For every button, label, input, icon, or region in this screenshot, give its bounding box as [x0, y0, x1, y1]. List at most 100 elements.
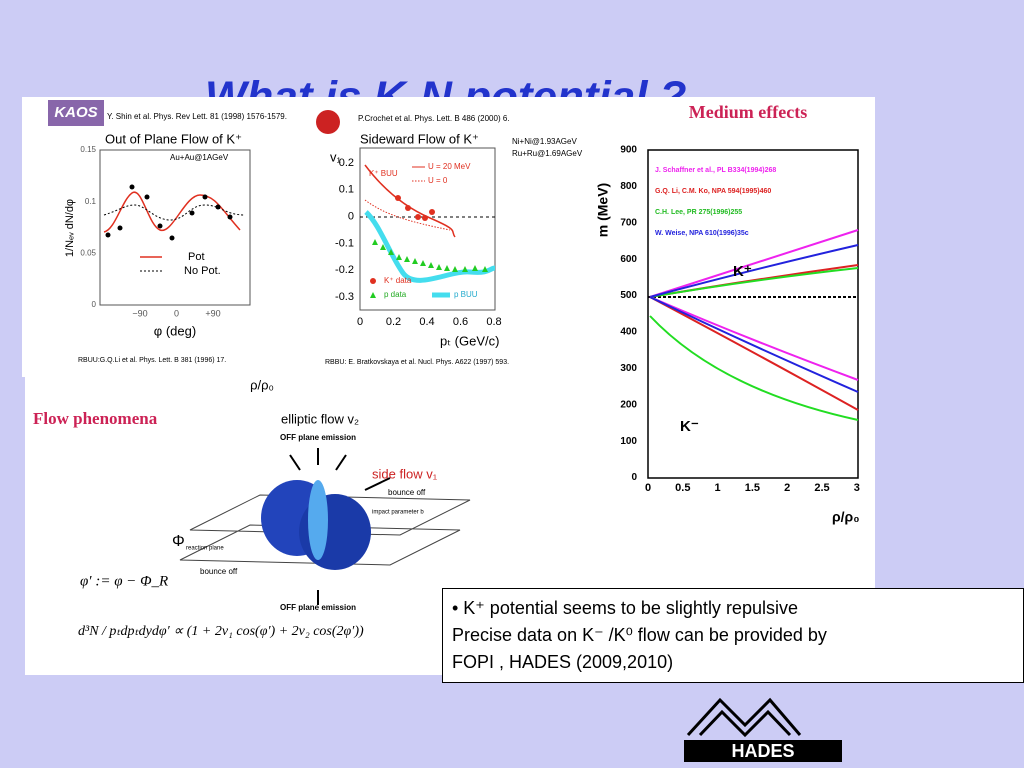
label: impact parameter b	[372, 510, 424, 516]
label: OFF plane emission	[280, 603, 356, 612]
y-label: v₁	[330, 149, 342, 164]
logo-text: KAOS	[54, 104, 97, 121]
formula: φ′ := φ − Φ_R	[80, 573, 168, 589]
tick-label: 900	[620, 145, 637, 156]
y-label: 1/Nₑᵥ dN/dφ	[64, 199, 76, 257]
legend: K⁺ data	[384, 276, 412, 285]
tick-label: 1	[715, 482, 721, 494]
text-box	[442, 588, 1024, 683]
tick-label: +90	[205, 308, 220, 318]
tick-label: 3	[854, 482, 860, 494]
curves	[649, 229, 859, 421]
x-label: ρ/ρ₀	[250, 377, 274, 392]
tick-label: -0.3	[335, 291, 354, 303]
label: bounce off	[200, 567, 238, 576]
tick-label: 400	[620, 327, 637, 338]
ticks: 0.150.10.050−90 0 +900.20.10-0.1-0.2-0.30 0…	[80, 145, 859, 494]
tick-label: -0.1	[335, 237, 354, 249]
y-label: m (MeV)	[595, 183, 611, 237]
panel	[22, 97, 600, 377]
curve-label: K⁺	[733, 263, 752, 280]
legend: J. Schaffner et al., PL B334(1994)268	[655, 167, 776, 174]
curve-label: K⁻	[680, 418, 699, 435]
tick-label: 0.5	[675, 482, 690, 494]
label: elliptic flow v₂	[281, 411, 359, 426]
fireball	[308, 480, 328, 560]
legend-marker	[370, 292, 376, 298]
tick-label: 100	[620, 436, 637, 447]
tick-label: 0	[645, 482, 651, 494]
legend: W. Weise, NPA 610(1996)35c	[655, 230, 749, 237]
tick-label: 800	[620, 181, 637, 192]
tick-label: 2.5	[814, 482, 829, 494]
legend-marker	[370, 278, 376, 284]
legend: p BUU	[454, 290, 478, 299]
system: Ru+Ru@1.69AGeV	[512, 149, 583, 158]
tick-label: 0	[357, 316, 363, 328]
curve	[364, 199, 451, 231]
tick-label: 0.1	[85, 197, 97, 206]
label: Φ	[172, 533, 185, 550]
system: Ni+Ni@1.93AGeV	[512, 137, 577, 146]
tick-label: 200	[620, 399, 637, 410]
points	[372, 239, 488, 272]
legend: No Pot.	[184, 265, 221, 277]
tick-label: 300	[620, 363, 637, 374]
legend: G.Q. Li, C.M. Ko, NPA 594(1995)460	[655, 188, 771, 195]
footer: RBBU: E. Bratkovskaya et al. Nucl. Phys.…	[325, 359, 509, 366]
label: bounce off	[388, 488, 426, 497]
curve-label: U = 0	[428, 176, 448, 185]
points	[105, 184, 233, 241]
tick-label: 0	[174, 308, 179, 318]
label: OFF plane emission	[280, 433, 356, 442]
tick-label: 0.1	[339, 184, 354, 196]
tick-label: 0.15	[80, 145, 96, 154]
label: side flow v₁	[372, 466, 438, 481]
plot-title: Sideward Flow of K⁺	[360, 131, 479, 146]
logo-mark	[686, 697, 802, 738]
logo-text: HADES	[731, 741, 794, 761]
logo	[684, 740, 842, 762]
axes	[99, 149, 251, 306]
tick-label: 0	[92, 300, 97, 309]
tick-label: 500	[620, 290, 637, 301]
reference: Y. Shin et al. Phys. Rev Lett. 81 (1998)…	[107, 112, 287, 121]
x-label: ρ/ρ₀	[832, 509, 860, 525]
tick-label: 0.6	[453, 316, 468, 328]
tick-label: 0	[348, 211, 354, 223]
section-title: Flow phenomena	[33, 409, 158, 428]
axes	[647, 149, 859, 479]
tick-label: -0.2	[335, 264, 354, 276]
x-label: pₜ (GeV/c)	[440, 333, 499, 348]
legend: Pot	[188, 251, 205, 263]
formula: d³N / pₜdpₜdydφ′ ∝ (1 + 2v₁ cos(φ′) + 2v…	[78, 624, 364, 639]
tick-label: 0.2	[386, 316, 401, 328]
bullet: • K⁺ potential seems to be slightly repu…	[452, 598, 798, 618]
system: Au+Au@1AGeV	[170, 153, 229, 162]
panel	[600, 97, 875, 532]
tick-label: −90	[132, 308, 147, 318]
curve-label: U = 20 MeV	[428, 162, 471, 171]
curve	[364, 164, 456, 238]
logo	[48, 100, 104, 126]
tick-label: 700	[620, 217, 637, 228]
curve-label: K⁺ BUU	[369, 169, 398, 178]
plot-title: Medium effects	[689, 102, 807, 122]
tick-label: 0.05	[80, 249, 96, 258]
bullet: Precise data on K⁻ /K⁰ flow can be provi…	[452, 625, 827, 645]
plot-title: Out of Plane Flow of K⁺	[105, 131, 242, 146]
tick-label: 0.2	[339, 157, 354, 169]
tick-label: 1.5	[745, 482, 760, 494]
points	[395, 195, 435, 221]
axes	[359, 147, 496, 311]
reference: P.Crochet et al. Phys. Lett. B 486 (2000…	[358, 114, 510, 123]
bullet: FOPI , HADES (2009,2010)	[452, 652, 673, 672]
curve	[103, 191, 241, 233]
tick-label: 2	[784, 482, 790, 494]
tick-label: 0.4	[419, 316, 434, 328]
logo	[316, 110, 340, 134]
tick-label: 0	[631, 472, 637, 483]
legend: p data	[384, 290, 407, 299]
arrows	[289, 448, 391, 605]
